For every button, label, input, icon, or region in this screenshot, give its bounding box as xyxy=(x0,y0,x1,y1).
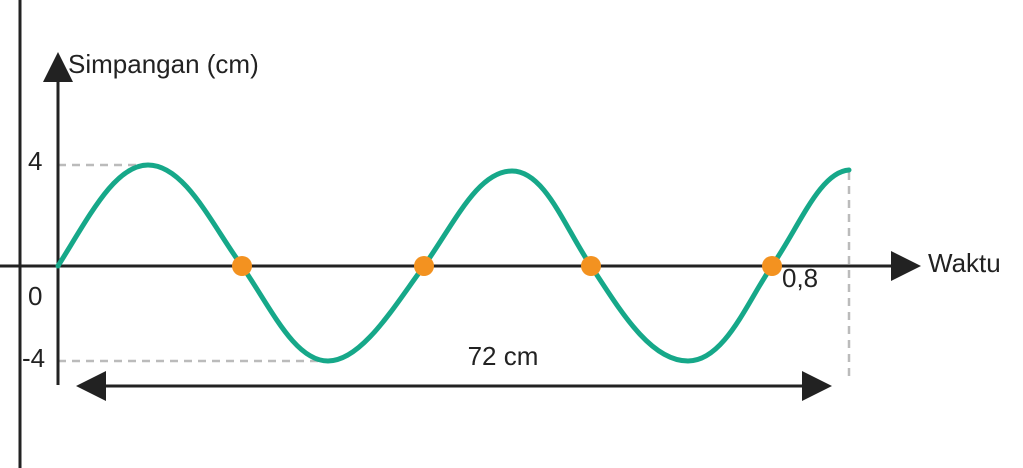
zero-points xyxy=(232,256,782,276)
y-axis-label: Simpangan (cm) xyxy=(68,49,259,79)
tick-origin: 0 xyxy=(28,281,42,311)
tick-top: 4 xyxy=(28,146,42,176)
wave xyxy=(55,162,852,364)
guides xyxy=(58,163,851,380)
span-label: 72 cm xyxy=(468,341,539,371)
tick-bottom: -4 xyxy=(22,343,45,373)
tick-end-time: 0,8 xyxy=(782,263,818,293)
x-axis-label: Waktu xyxy=(928,248,1001,278)
